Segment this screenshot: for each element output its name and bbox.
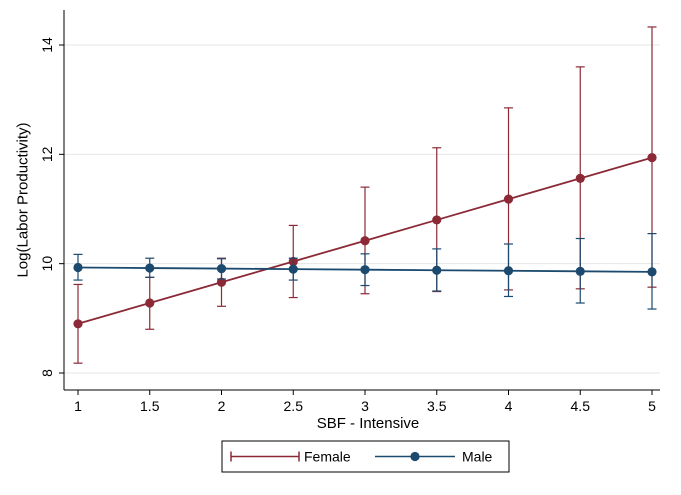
gridlines: [64, 44, 660, 374]
x-tick-label: 3.5: [427, 398, 447, 414]
legend-marker: [410, 451, 420, 462]
data-point: [432, 265, 442, 275]
x-tick-label: 3: [361, 398, 369, 414]
data-point: [503, 266, 514, 276]
legend-items: Female Male: [230, 449, 493, 465]
x-tick-label: 5: [648, 398, 656, 414]
x-tick-label: 1.5: [140, 398, 160, 414]
data-point: [360, 265, 370, 275]
data-point: [575, 173, 585, 183]
x-tick-label: 2: [218, 398, 226, 414]
x-ticks: 1 1.5 2 2.5 3 3.5 4 4.5 5: [74, 390, 656, 414]
data-point: [145, 298, 155, 308]
data-point: [647, 153, 657, 163]
x-tick-label: 4: [505, 398, 513, 414]
x-tick-label: 1: [74, 398, 82, 414]
y-axis-label: Log(Labor Productivity): [14, 122, 31, 277]
y-tick-label: 8: [39, 369, 55, 377]
x-axis-label: SBF - Intensive: [317, 415, 420, 432]
y-tick-label: 10: [39, 256, 55, 272]
y-ticks: 8 10 12 14: [39, 37, 64, 377]
series-female: [73, 26, 657, 364]
x-tick-label: 2.5: [284, 398, 304, 414]
legend: Female Male: [221, 440, 510, 473]
data-point: [216, 263, 227, 274]
legend-item-male: Male: [375, 449, 493, 465]
data-point: [288, 264, 298, 274]
series-layer: [73, 26, 657, 364]
data-point: [73, 262, 83, 273]
data-point: [575, 266, 585, 276]
data-point: [73, 319, 83, 329]
data-point: [503, 194, 514, 204]
series-male: [73, 233, 657, 310]
legend-label: Female: [304, 449, 351, 465]
legend-label: Male: [462, 449, 493, 465]
data-point: [145, 263, 155, 273]
y-tick-label: 14: [39, 37, 55, 53]
legend-item-female: Female: [230, 449, 351, 465]
data-point: [647, 267, 657, 277]
data-point: [432, 215, 442, 225]
x-tick-label: 4.5: [571, 398, 591, 414]
data-point: [216, 277, 227, 287]
y-tick-label: 12: [39, 146, 55, 162]
axes: [63, 10, 660, 391]
data-point: [360, 236, 370, 246]
